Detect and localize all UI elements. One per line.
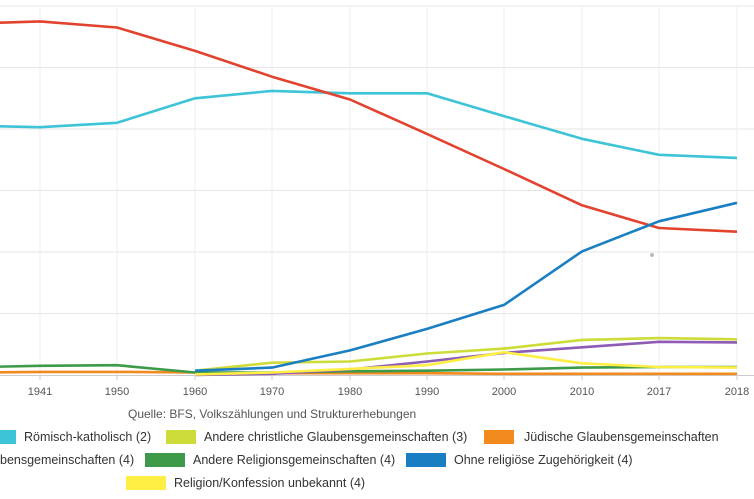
legend-label: bensgemeinschaften (4) [0,453,135,467]
x-tick-label: 2017 [647,386,671,398]
legend-item-andere-christliche[interactable]: Andere christliche Glaubensgemeinschafte… [166,428,467,446]
legend-item-juedische[interactable]: Jüdische Glaubensgemeinschaften [484,428,719,446]
legend-label: Jüdische Glaubensgemeinschaften [524,430,719,444]
x-tick-label: 1990 [415,386,439,398]
legend-swatch [484,430,514,444]
series-line-6 [194,201,738,372]
line-chart: 1941 1950 1960 1970 1980 1990 2000 2010 2017 2018 [0,5,754,398]
legend-swatch [145,453,185,467]
x-tick-label: 2000 [492,386,516,398]
source-note: Quelle: BFS, Volkszählungen und Struktur… [128,407,417,421]
legend: Römisch-katholisch (2) Andere christlich… [0,426,754,496]
legend-label: Religion/Konfession unbekannt (4) [174,476,366,490]
legend-swatch [126,476,166,490]
legend-swatch [166,430,196,444]
x-tick-label: 2018 [725,386,749,398]
x-tick-label: 1960 [183,386,207,398]
hover-dot [650,253,654,257]
x-tick-label: 1970 [260,386,284,398]
series-lines [0,20,738,377]
legend-item-islamische[interactable]: bensgemeinschaften (4) [0,451,134,469]
x-tick-label: 1941 [28,386,52,398]
legend-swatch [0,430,16,444]
legend-label: Ohne religiöse Zugehörigkeit (4) [454,453,633,467]
x-tick-label: 1980 [338,386,362,398]
grid-lines [0,5,754,376]
series-line-5 [0,363,737,374]
legend-label: Andere christliche Glaubensgemeinschafte… [204,430,468,444]
x-tick-label: 1950 [105,386,129,398]
series-line-7 [194,350,738,376]
x-axis-ticks: 1941 1950 1960 1970 1980 1990 2000 2010 2017 2018 [28,375,749,398]
x-tick-label: 2010 [570,386,594,398]
legend-item-ohne-zugehoerigkeit[interactable]: Ohne religiöse Zugehörigkeit (4) [406,451,633,469]
legend-label: Römisch-katholisch (2) [24,430,152,444]
legend-item-roemisch-katholisch[interactable]: Römisch-katholisch (2) [0,428,151,446]
series-line-2 [194,336,738,372]
legend-item-andere-religionsgemeinschaften[interactable]: Andere Religionsgemeinschaften (4) [145,451,395,469]
series-line-0 [0,89,738,160]
legend-swatch [406,453,446,467]
legend-item-unbekannt[interactable]: Religion/Konfession unbekannt (4) [126,474,365,492]
series-line-3 [0,370,737,376]
legend-label: Andere Religionsgemeinschaften (4) [193,453,396,467]
series-line-1 [0,20,738,233]
